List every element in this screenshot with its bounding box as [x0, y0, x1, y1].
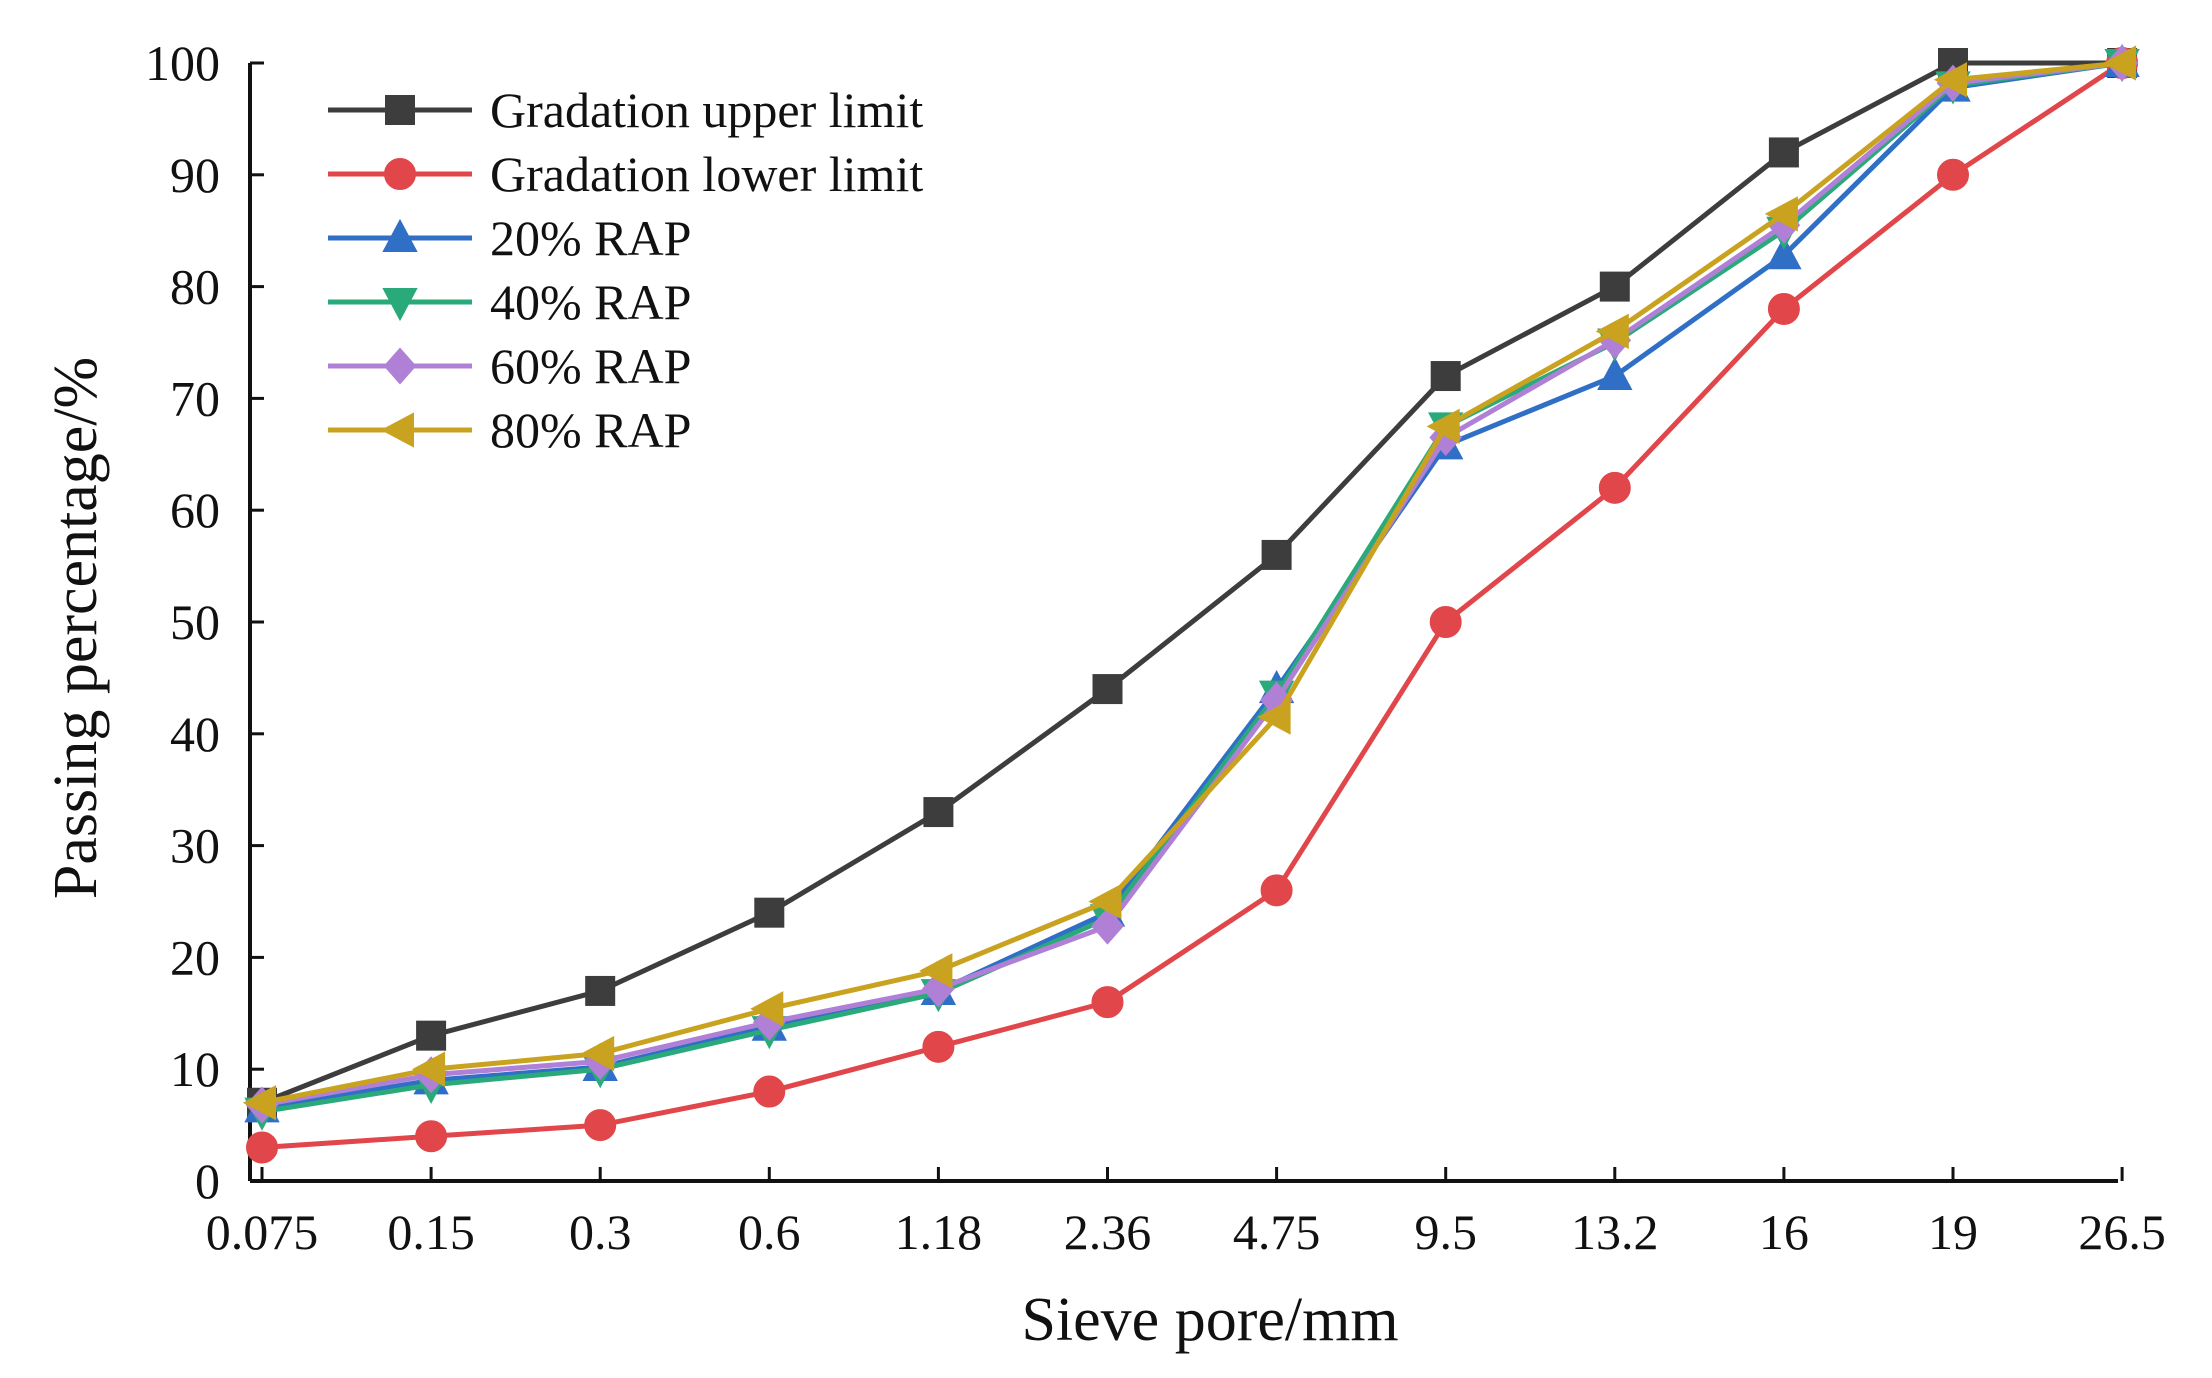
legend-label: 20% RAP — [490, 210, 691, 266]
data-point — [1767, 292, 1800, 325]
x-tick-label: 26.5 — [2078, 1204, 2166, 1260]
legend-label: Gradation lower limit — [490, 146, 923, 202]
legend-marker — [380, 412, 414, 448]
x-tick-label: 2.36 — [1064, 1204, 1152, 1260]
series-80-rap — [242, 45, 2137, 1121]
data-point — [1257, 699, 1291, 735]
series-line — [261, 60, 2123, 1111]
data-point — [1091, 907, 1124, 945]
legend-item: Gradation lower limit — [328, 146, 923, 202]
data-point — [1768, 137, 1799, 168]
x-tick-label: 9.5 — [1414, 1204, 1477, 1260]
x-tick-label: 0.3 — [569, 1204, 632, 1260]
data-point — [1599, 271, 1630, 302]
y-tick-label: 40 — [170, 706, 220, 762]
y-tick-label: 0 — [195, 1153, 220, 1209]
data-point — [1933, 62, 1967, 98]
data-point — [1430, 361, 1461, 392]
series-layer — [242, 43, 2140, 1164]
data-point — [1261, 539, 1292, 570]
data-point — [416, 1020, 447, 1051]
legend-item: 80% RAP — [328, 402, 691, 458]
data-point — [246, 1131, 278, 1164]
legend-item: 20% RAP — [328, 210, 691, 266]
y-tick-label: 20 — [170, 929, 220, 985]
legend-label: 60% RAP — [490, 338, 691, 394]
data-point — [411, 1051, 446, 1087]
series-line — [261, 60, 2124, 1150]
legend-label: 80% RAP — [490, 402, 691, 458]
data-point — [1766, 236, 1802, 270]
data-point — [1429, 606, 1462, 638]
series-60-rap — [245, 44, 2139, 1124]
data-point — [242, 1085, 276, 1121]
series-gradation-lower-limit — [246, 47, 2139, 1164]
x-tick-label: 0.6 — [738, 1204, 801, 1260]
legend-marker — [382, 288, 418, 322]
y-tick-label: 30 — [170, 818, 220, 874]
legend-marker — [383, 347, 417, 385]
data-point — [1595, 313, 1629, 349]
legend-label: Gradation upper limit — [490, 82, 923, 138]
legend-item: 40% RAP — [328, 274, 691, 330]
y-tick-label: 100 — [145, 35, 220, 91]
data-point — [1092, 674, 1123, 705]
legend-marker — [385, 95, 415, 125]
data-point — [1598, 471, 1631, 504]
y-axis-title: Passing percentage/% — [42, 357, 110, 899]
data-point — [1260, 874, 1293, 907]
data-point — [581, 1035, 615, 1072]
series-20-rap — [244, 43, 2140, 1123]
data-point — [750, 991, 784, 1027]
data-point — [1091, 986, 1124, 1019]
y-tick-label: 10 — [170, 1041, 220, 1097]
data-point — [919, 953, 953, 989]
legend-marker — [384, 158, 416, 190]
x-tick-label: 0.15 — [387, 1204, 475, 1260]
x-axis-title: Sieve pore/mm — [1021, 1286, 1398, 1354]
legend-item: Gradation upper limit — [328, 82, 923, 138]
x-tick-label: 13.2 — [1571, 1204, 1659, 1260]
data-point — [585, 975, 616, 1006]
x-tick-label: 16 — [1759, 1204, 1809, 1260]
y-tick-label: 50 — [170, 594, 220, 650]
legend-item: 60% RAP — [328, 338, 691, 394]
series-line — [261, 60, 2123, 1106]
x-tick-label: 19 — [1928, 1204, 1978, 1260]
y-tick-label: 80 — [170, 259, 220, 315]
x-tick-label: 4.75 — [1233, 1204, 1321, 1260]
legend-label: 40% RAP — [490, 274, 691, 330]
data-point — [1937, 158, 1969, 191]
series-line — [261, 60, 2123, 1106]
data-point — [1088, 883, 1122, 920]
data-point — [1426, 408, 1460, 445]
legend-marker — [382, 218, 418, 252]
ticks: 0.075 0.15 0.3 0.6 1.18 2.36 4.75 9.5 13.2 16 19 26… — [145, 35, 2166, 1260]
x-tick-label: 1.18 — [895, 1204, 983, 1260]
series-line — [261, 60, 2123, 1108]
x-tick-label: 0.075 — [206, 1204, 319, 1260]
y-tick-label: 60 — [170, 482, 220, 538]
y-tick-label: 70 — [170, 370, 220, 426]
data-point — [923, 797, 954, 828]
data-point — [584, 1109, 617, 1142]
data-point — [1764, 196, 1798, 232]
legend: Gradation upper limit Gradation lower lim… — [328, 82, 923, 458]
y-tick-label: 90 — [170, 147, 220, 203]
data-point — [922, 1030, 955, 1063]
data-point — [415, 1120, 448, 1153]
data-point — [1597, 356, 1633, 391]
data-point — [753, 1075, 786, 1108]
data-point — [2102, 45, 2137, 81]
data-point — [754, 897, 785, 928]
